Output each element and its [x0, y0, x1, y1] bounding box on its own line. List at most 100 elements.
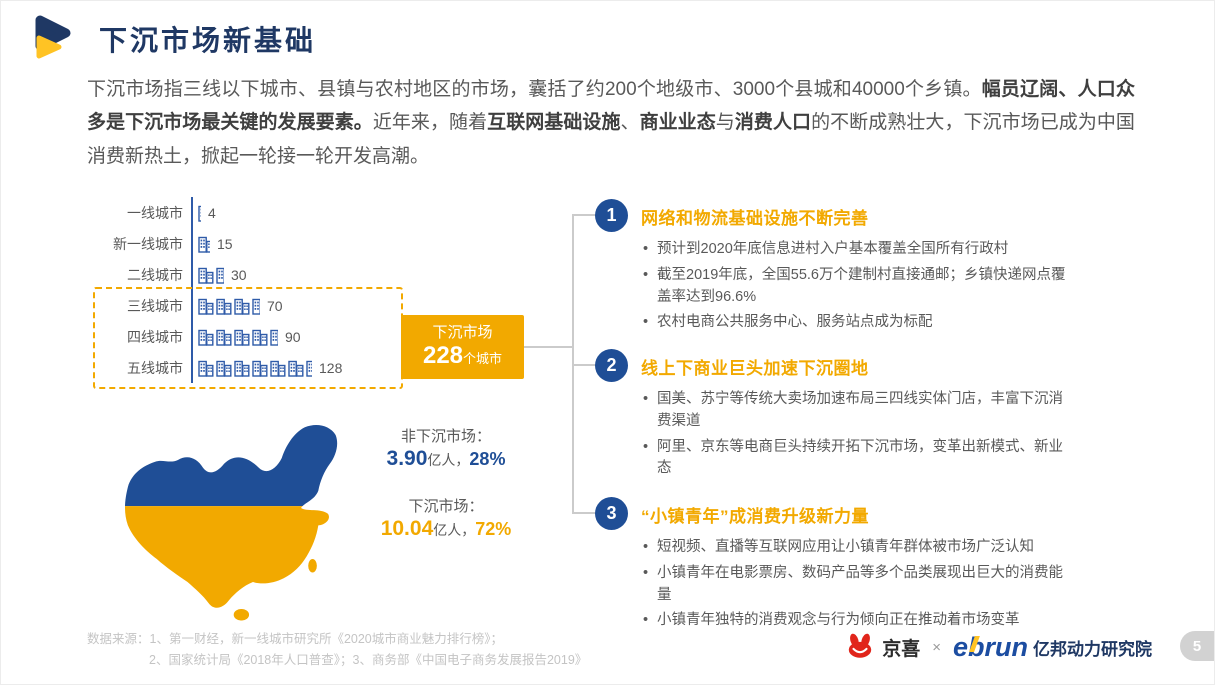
point-bullet-list: 短视频、直播等互联网应用让小镇青年群体被市场广泛认知小镇青年在电影票房、数码产品…	[641, 537, 1073, 632]
points-column: 1 网络和物流基础设施不断完善预计到2020年底信息进村入户基本覆盖全国所有行政村…	[595, 1, 1165, 684]
point-number-badge: 1	[595, 199, 628, 232]
partial-building-icon	[270, 327, 278, 346]
point-bullet-item: 预计到2020年底信息进村入户基本覆盖全国所有行政村	[641, 239, 1073, 261]
building-icon	[198, 329, 214, 346]
point-title: 线上下商业巨头加速下沉圈地	[641, 359, 869, 378]
non-sinking-stat-label: 非下沉市场：	[400, 428, 491, 445]
intro-segment-bold: 商业业态	[639, 112, 716, 134]
source-line-2: 2、国家统计局《2018年人口普查》；3、商务部《中国电子商务发展报告2019》	[149, 652, 588, 667]
point-number-badge: 2	[595, 349, 628, 382]
play-triangle-icon	[35, 15, 71, 59]
sinking-market-badge: 下沉市场 228个城市	[401, 315, 524, 379]
tier-value: 90	[285, 328, 301, 345]
chart-row: 新一线城市 15	[87, 228, 532, 259]
connector-stub-3	[572, 512, 596, 514]
tier-value: 70	[267, 297, 283, 314]
source-line-1: 数据来源：1、第一财经，新一线城市研究所《2020城市商业魅力排行榜》；	[87, 632, 504, 646]
point-bullet-item: 短视频、直播等互联网应用让小镇青年群体被市场广泛认知	[641, 537, 1073, 559]
sinking-market-count: 228	[422, 342, 464, 370]
building-icon	[234, 298, 250, 315]
tier-bar: 90	[191, 321, 301, 352]
chart-row: 三线城市 70	[87, 290, 532, 321]
sinking-market-count-suffix: 个城市	[463, 351, 503, 367]
building-icon	[216, 329, 232, 346]
population-stats: 非下沉市场： 3.90亿人，28% 下沉市场： 10.04亿人，72%	[351, 425, 541, 541]
point-block: 1 网络和物流基础设施不断完善预计到2020年底信息进村入户基本覆盖全国所有行政村…	[595, 199, 1073, 338]
building-icon	[288, 360, 304, 377]
tier-value: 30	[231, 266, 247, 283]
point-bullet-list: 预计到2020年底信息进村入户基本覆盖全国所有行政村截至2019年底，全国55.…	[641, 239, 1073, 334]
point-number-badge: 3	[595, 497, 628, 530]
point-bullet-list: 国美、苏宁等传统大卖场加速布局三四线实体门店，丰富下沉消费渠道阿里、京东等电商巨…	[641, 389, 1073, 480]
building-icon	[198, 236, 210, 253]
point-bullet-item: 小镇青年独特的消费观念与行为倾向正在推动着市场变革	[641, 610, 1073, 632]
chart-row: 二线城市 30	[87, 259, 532, 290]
building-icon	[234, 329, 250, 346]
tier-bar: 4	[191, 197, 216, 228]
point-title: “小镇青年”成消费升级新力量	[641, 507, 869, 526]
building-icon	[252, 329, 268, 346]
partial-building-icon	[198, 203, 201, 222]
sinking-stat-label: 下沉市场：	[408, 498, 484, 515]
building-icon-strip	[198, 327, 278, 346]
footer-separator: ×	[932, 638, 941, 656]
building-icon	[198, 298, 214, 315]
sinking-unit: 亿人，	[433, 522, 476, 538]
tier-value: 4	[208, 204, 216, 221]
point-content: 网络和物流基础设施不断完善预计到2020年底信息进村入户基本覆盖全国所有行政村截…	[641, 199, 1073, 338]
point-block: 3 “小镇青年”成消费升级新力量短视频、直播等互联网应用让小镇青年群体被市场广泛认…	[595, 497, 1073, 636]
map-non-sinking-region	[124, 424, 338, 507]
sinking-tier-highlight-box	[93, 287, 403, 389]
china-map-graphic	[124, 424, 338, 621]
building-icon	[270, 360, 286, 377]
jingxi-logo-text: 京喜	[882, 638, 921, 660]
tier-label: 五线城市	[127, 359, 183, 376]
connector-badge-stub	[524, 346, 572, 348]
sinking-stat-value: 10.04亿人，72%	[351, 517, 541, 541]
non-sinking-stat: 非下沉市场： 3.90亿人，28%	[351, 425, 541, 471]
intro-segment-bold: 幅员辽阔、人口众多是下沉市场最关键的发展要素。	[87, 79, 1135, 134]
partial-building-icon	[216, 265, 224, 284]
jingxi-logo-icon	[845, 633, 875, 661]
point-bullet-item: 截至2019年底，全国55.6万个建制村直接通邮；乡镇快递网点覆盖率达到96.6…	[641, 265, 1073, 309]
data-source-note: 数据来源：1、第一财经，新一线城市研究所《2020城市商业魅力排行榜》； 2、国…	[87, 629, 587, 670]
non-sinking-percent: 28%	[469, 449, 506, 469]
tier-bar: 128	[191, 352, 342, 383]
building-icon	[198, 267, 214, 284]
intro-segment: 与	[715, 112, 735, 134]
intro-segment: 下沉市场指三线以下城市、县镇与农村地区的市场，囊括了约200个地级市、3000个…	[87, 79, 982, 100]
point-content: “小镇青年”成消费升级新力量短视频、直播等互联网应用让小镇青年群体被市场广泛认知…	[641, 497, 1073, 636]
sinking-percent: 72%	[475, 519, 512, 539]
sinking-stat: 下沉市场： 10.04亿人，72%	[351, 495, 541, 541]
ebrun-institute-label: 亿邦动力研究院	[1033, 639, 1152, 659]
chart-row: 四线城市 90	[87, 321, 532, 352]
footer-logos: 京喜 × ebrun 亿邦动力研究院	[845, 629, 1152, 665]
page-number: 5	[1192, 637, 1202, 655]
point-bullet-item: 国美、苏宁等传统大卖场加速布局三四线实体门店，丰富下沉消费渠道	[641, 389, 1073, 433]
china-map	[101, 416, 351, 631]
point-content: 线上下商业巨头加速下沉圈地国美、苏宁等传统大卖场加速布局三四线实体门店，丰富下沉…	[641, 349, 1073, 484]
tier-bar: 70	[191, 290, 283, 321]
city-tier-chart: 一线城市 4 新一线城市 15 二线城市 30 三线城市 70 四线城市 90 五线城市 128	[87, 197, 532, 389]
building-icon-strip	[198, 265, 224, 284]
chart-row: 一线城市 4	[87, 197, 532, 228]
ebrun-wordmark: ebrun	[952, 631, 1028, 662]
tier-bar: 30	[191, 259, 247, 290]
partial-building-icon	[252, 296, 260, 315]
tier-label: 四线城市	[127, 328, 183, 345]
point-title: 网络和物流基础设施不断完善	[641, 209, 869, 228]
ebrun-logo: ebrun	[953, 632, 1028, 663]
non-sinking-population: 3.90	[386, 447, 428, 470]
report-logo	[27, 11, 77, 66]
building-icon-strip	[198, 358, 312, 377]
point-bullet-item: 农村电商公共服务中心、服务站点成为标配	[641, 312, 1073, 334]
connector-stub-2	[572, 364, 596, 366]
partial-building-icon	[198, 234, 210, 253]
building-icon	[252, 298, 260, 315]
non-sinking-stat-value: 3.90亿人，28%	[351, 447, 541, 471]
tier-value: 15	[217, 235, 233, 252]
building-icon	[216, 298, 232, 315]
point-bullet-item: 小镇青年在电影票房、数码产品等多个品类展现出巨大的消费能量	[641, 563, 1073, 607]
page-number-tab: 5	[1180, 631, 1214, 661]
